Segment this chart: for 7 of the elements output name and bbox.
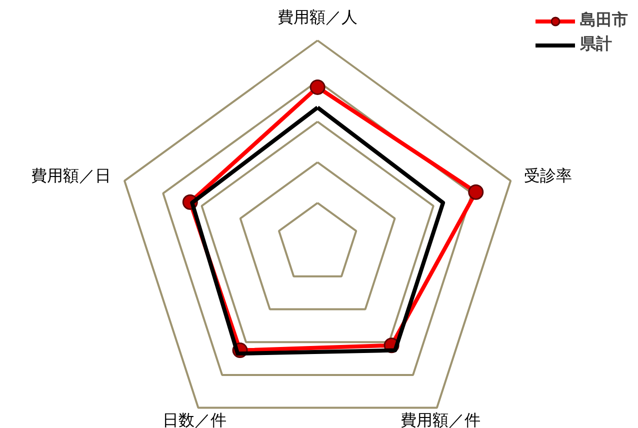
spoke-label: 費用額／人 — [278, 8, 358, 26]
legend-label: 県計 — [580, 34, 612, 55]
spoke-label: 費用額／件 — [400, 412, 480, 428]
spoke-label: 費用額／日 — [31, 166, 111, 185]
spoke-label: 受診率 — [524, 166, 572, 185]
spoke-label: 日数／件 — [162, 412, 227, 428]
legend-label: 島田市 — [580, 10, 628, 31]
